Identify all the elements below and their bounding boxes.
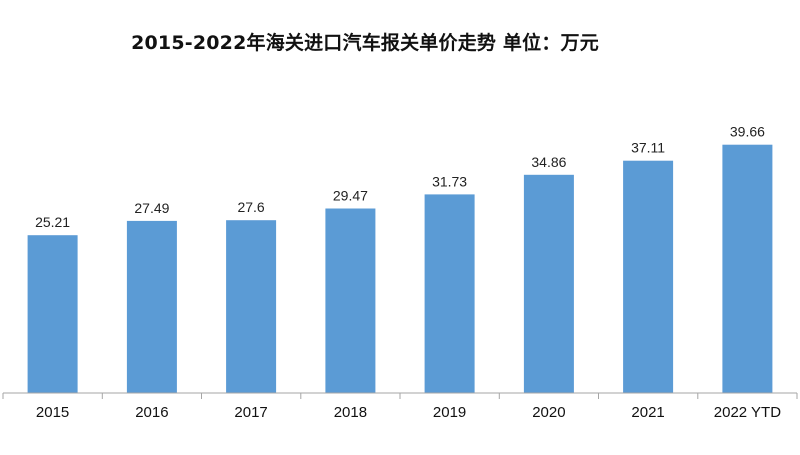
x-axis-ticks	[2, 393, 798, 399]
x-tick-label-1: 2016	[135, 404, 168, 421]
data-label-4: 31.73	[432, 173, 467, 189]
bar-4	[424, 194, 475, 393]
bar-6	[623, 160, 674, 393]
data-label-3: 29.47	[333, 188, 368, 204]
data-label-0: 25.21	[35, 214, 70, 230]
data-label-2: 27.6	[237, 199, 264, 215]
data-labels-layer: 25.21 27.49 27.6 29.47 31.73 34.86 37.11 39.66	[35, 124, 765, 231]
x-tick-label-0: 2015	[36, 404, 69, 421]
bar-5	[523, 174, 574, 393]
bar-1	[126, 220, 177, 393]
x-tick-label-2: 2017	[234, 404, 267, 421]
data-label-1: 27.49	[134, 200, 169, 216]
x-tick-label-4: 2019	[433, 404, 466, 421]
bar-3	[325, 208, 376, 393]
bar-7	[722, 144, 773, 393]
data-label-7: 39.66	[730, 124, 765, 140]
bar-2	[226, 220, 277, 393]
chart-title: 2015-2022年海关进口汽车报关单价走势 单位：万元	[131, 32, 599, 54]
bars-layer	[27, 144, 773, 393]
x-tick-label-6: 2021	[631, 404, 664, 421]
x-axis-labels: 2015 2016 2017 2018 2019 2020 2021 2022 YTD	[36, 404, 781, 421]
x-tick-label-7: 2022 YTD	[714, 404, 781, 421]
bar-0	[27, 235, 78, 393]
data-label-5: 34.86	[531, 154, 566, 170]
data-label-6: 37.11	[631, 140, 665, 156]
x-tick-label-3: 2018	[334, 404, 367, 421]
x-tick-label-5: 2020	[532, 404, 565, 421]
